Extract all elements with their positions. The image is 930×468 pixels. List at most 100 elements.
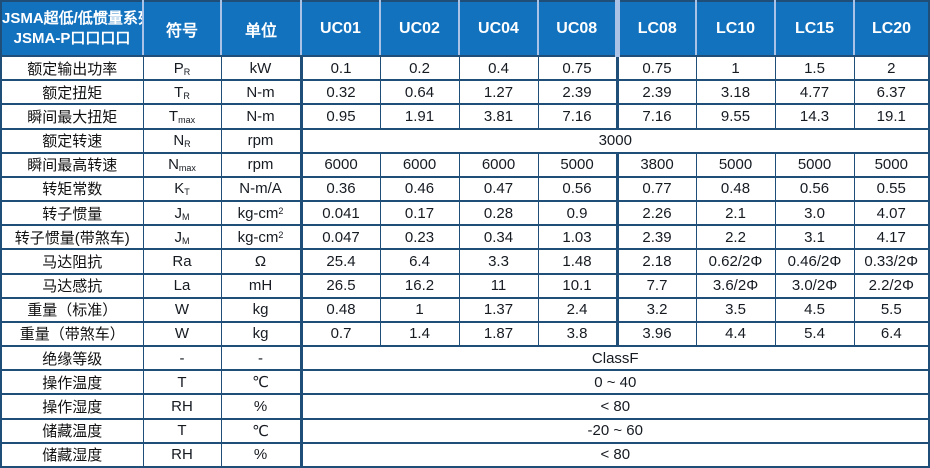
value-cell: 2.18 xyxy=(615,248,697,275)
merged-value-cell: -20 ~ 60 xyxy=(299,417,930,444)
value-cell: 0.56 xyxy=(537,175,618,203)
value-cell: 3.3 xyxy=(458,248,539,275)
row-label: 瞬间最大扭矩 xyxy=(0,103,144,130)
table-row: 马达阻抗 Ra Ω 25.4 6.4 3.3 1.48 2.18 0.62/2Φ 0.46/2Φ 0… xyxy=(0,248,930,275)
column-header-model: UC02 xyxy=(379,1,459,57)
value-cell: 0.32 xyxy=(299,79,381,106)
row-label: 瞬间最高转速 xyxy=(0,151,144,178)
value-cell: 1.87 xyxy=(458,320,539,348)
value-cell: 0.2 xyxy=(379,54,460,82)
value-cell: 4.17 xyxy=(853,224,930,251)
column-header-symbol: 符号 xyxy=(142,1,221,57)
value-cell: 2.26 xyxy=(615,200,697,227)
value-cell: 5.5 xyxy=(853,296,930,323)
symbol-cell: NR xyxy=(142,127,222,154)
symbol-cell: JM xyxy=(142,200,222,227)
value-cell: 6000 xyxy=(379,151,460,178)
unit-cell: N-m xyxy=(220,79,302,106)
row-label: 操作湿度 xyxy=(0,393,144,420)
value-cell: 6.4 xyxy=(379,248,460,275)
value-cell: 0.47 xyxy=(458,175,539,203)
value-cell: 0.62/2Φ xyxy=(695,248,776,275)
symbol-cell: TR xyxy=(142,79,222,106)
value-cell: 26.5 xyxy=(299,272,381,299)
value-cell: 14.3 xyxy=(774,103,855,130)
symbol-cell: JM xyxy=(142,224,222,251)
column-header-model: LC20 xyxy=(853,1,929,57)
value-cell: 16.2 xyxy=(379,272,460,299)
row-label: 转子惯量(带煞车) xyxy=(0,224,144,251)
value-cell: 10.1 xyxy=(537,272,618,299)
table-row: 操作湿度 RH% < 80 xyxy=(0,393,930,420)
table-row: 储藏湿度 RH% < 80 xyxy=(0,441,930,468)
unit-cell: - xyxy=(220,345,302,372)
symbol-cell: RH xyxy=(142,393,222,420)
unit-cell: mH xyxy=(220,272,302,299)
value-cell: 1.48 xyxy=(537,248,618,275)
column-header-model: LC08 xyxy=(614,1,696,57)
table-row: 绝缘等级 - - ClassF xyxy=(0,345,930,372)
value-cell: 2 xyxy=(853,54,930,82)
row-label: 额定转速 xyxy=(0,127,144,154)
value-cell: 5.4 xyxy=(774,320,855,348)
value-cell: 1.27 xyxy=(458,79,539,106)
value-cell: 3.96 xyxy=(615,320,697,348)
unit-cell: kg xyxy=(220,296,302,323)
row-label: 额定输出功率 xyxy=(0,54,144,82)
symbol-cell: - xyxy=(142,345,222,372)
column-header-model: UC04 xyxy=(458,1,538,57)
merged-value-cell: < 80 xyxy=(299,393,930,420)
value-cell: 0.17 xyxy=(379,200,460,227)
value-cell: 3.5 xyxy=(695,296,776,323)
row-label: 转矩常数 xyxy=(0,175,144,203)
unit-cell: rpm xyxy=(220,151,302,178)
row-label: 操作温度 xyxy=(0,369,144,396)
unit-cell: % xyxy=(220,441,302,468)
table-row: 额定转速 NR rpm 3000 xyxy=(0,127,930,154)
table-row: 转子惯量 JM kg-cm2 0.041 0.17 0.28 0.9 2.26 2.1 3.0 4.… xyxy=(0,200,930,227)
value-cell: 11 xyxy=(458,272,539,299)
row-label: 储藏湿度 xyxy=(0,441,144,468)
unit-cell: rpm xyxy=(220,127,302,154)
value-cell: 19.1 xyxy=(853,103,930,130)
symbol-cell: PR xyxy=(142,54,222,82)
unit-cell: kg xyxy=(220,320,302,348)
symbol-cell: W xyxy=(142,320,222,348)
value-cell: 0.64 xyxy=(379,79,460,106)
symbol-cell: KT xyxy=(142,175,222,203)
value-cell: 6.4 xyxy=(853,320,930,348)
value-cell: 3.8 xyxy=(537,320,618,348)
value-cell: 3.0/2Φ xyxy=(774,272,855,299)
value-cell: 1 xyxy=(379,296,460,323)
value-cell: 2.2 xyxy=(695,224,776,251)
row-label: 马达阻抗 xyxy=(0,248,144,275)
value-cell: 0.77 xyxy=(615,175,697,203)
symbol-cell: La xyxy=(142,272,222,299)
unit-cell: % xyxy=(220,393,302,420)
unit-cell: Ω xyxy=(220,248,302,275)
value-cell: 3.0 xyxy=(774,200,855,227)
series-title-line1: JSMA超低/低惯量系列 xyxy=(2,10,143,27)
value-cell: 3.6/2Φ xyxy=(695,272,776,299)
value-cell: 0.46 xyxy=(379,175,460,203)
value-cell: 5000 xyxy=(695,151,776,178)
table-row: 马达感抗 La mH 26.5 16.2 11 10.1 7.7 3.6/2Φ 3.0/2Φ 2.2… xyxy=(0,272,930,299)
unit-cell: N-m/A xyxy=(220,175,302,203)
row-label: 马达感抗 xyxy=(0,272,144,299)
value-cell: 4.4 xyxy=(695,320,776,348)
merged-value-cell: 0 ~ 40 xyxy=(299,369,930,396)
value-cell: 3.81 xyxy=(458,103,539,130)
value-cell: 7.16 xyxy=(537,103,618,130)
row-label: 额定扭矩 xyxy=(0,79,144,106)
value-cell: 25.4 xyxy=(299,248,381,275)
value-cell: 6000 xyxy=(458,151,539,178)
merged-value-cell: 3000 xyxy=(299,127,930,154)
value-cell: 1.03 xyxy=(537,224,618,251)
value-cell: 3.2 xyxy=(615,296,697,323)
row-label: 绝缘等级 xyxy=(0,345,144,372)
value-cell: 2.39 xyxy=(615,224,697,251)
table-row: 瞬间最大扭矩 Tmax N-m 0.95 1.91 3.81 7.16 7.16 9.55 14.… xyxy=(0,103,930,130)
value-cell: 1.4 xyxy=(379,320,460,348)
